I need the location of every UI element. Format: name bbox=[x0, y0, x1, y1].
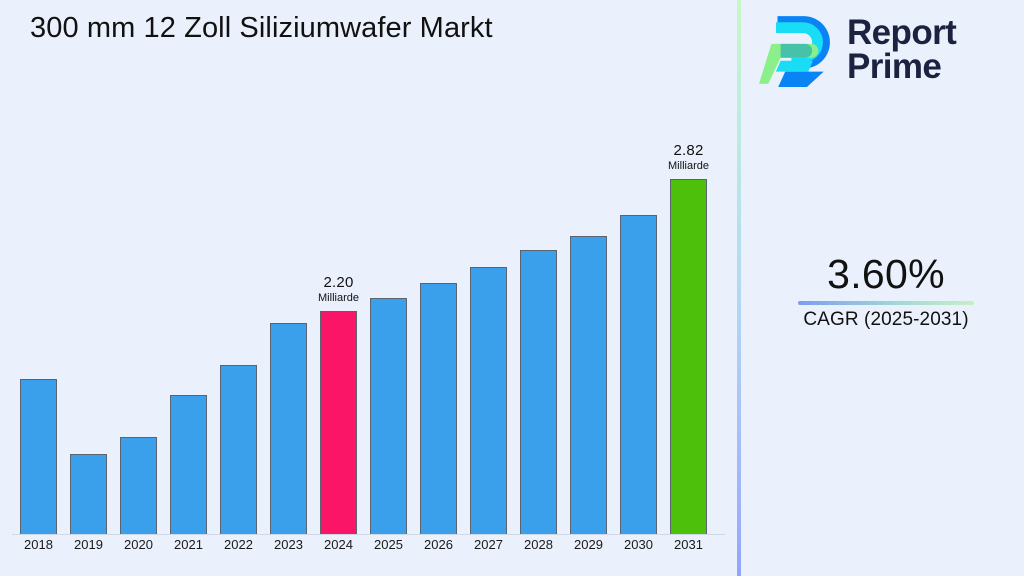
bar-2031[interactable]: 2.82 Milliarde bbox=[668, 142, 709, 534]
bar-2027[interactable] bbox=[470, 267, 507, 534]
chart-panel: 300 mm 12 Zoll Siliziumwafer Markt 2.20 M… bbox=[0, 12, 738, 565]
bar-rect-2027[interactable] bbox=[470, 267, 507, 534]
cagr-value: 3.60% bbox=[827, 251, 945, 297]
bar-rect-2031[interactable] bbox=[670, 179, 707, 534]
bar-2023[interactable] bbox=[270, 323, 307, 534]
x-tick-2020: 2020 bbox=[124, 537, 153, 552]
cagr-block: 3.60% CAGR (2025-2031) bbox=[761, 252, 1011, 331]
bar-rect-2024[interactable] bbox=[320, 311, 357, 534]
chart-plot-area: 2.20 Milliarde 2.82 Milliarde bbox=[0, 110, 738, 535]
bar-rect-2025[interactable] bbox=[370, 298, 407, 534]
bar-rect-2030[interactable] bbox=[620, 215, 657, 534]
bar-2028[interactable] bbox=[520, 250, 557, 534]
x-tick-2021: 2021 bbox=[174, 537, 203, 552]
bar-value-label-2024: 2.20 Milliarde bbox=[298, 273, 379, 305]
x-tick-2026: 2026 bbox=[424, 537, 453, 552]
bar-2022[interactable] bbox=[220, 365, 257, 534]
bar-rect-2022[interactable] bbox=[220, 365, 257, 534]
bar-rect-2019[interactable] bbox=[70, 454, 107, 534]
brand-panel: Report Prime 3.60% CAGR (2025-2031) bbox=[741, 0, 1024, 576]
bar-rect-2028[interactable] bbox=[520, 250, 557, 534]
bar-value-2031: 2.82 bbox=[673, 141, 704, 159]
x-tick-2028: 2028 bbox=[524, 537, 553, 552]
bar-2020[interactable] bbox=[120, 437, 157, 534]
x-tick-2029: 2029 bbox=[574, 537, 603, 552]
cagr-caption: CAGR (2025-2031) bbox=[803, 309, 969, 331]
logo-word-prime: Prime bbox=[847, 47, 942, 86]
x-axis-line bbox=[12, 534, 725, 535]
x-tick-2024: 2024 bbox=[324, 537, 353, 552]
report-prime-logo-icon bbox=[757, 13, 835, 89]
bar-rect-2026[interactable] bbox=[420, 283, 457, 534]
bar-2018[interactable] bbox=[20, 379, 57, 534]
bar-unit-2031: Milliarde bbox=[668, 160, 709, 173]
x-tick-2022: 2022 bbox=[224, 537, 253, 552]
bar-unit-2024: Milliarde bbox=[318, 292, 359, 305]
x-tick-2031: 2031 bbox=[674, 537, 703, 552]
page-title: 300 mm 12 Zoll Siliziumwafer Markt bbox=[30, 12, 493, 44]
bar-value-label-2031: 2.82 Milliarde bbox=[648, 141, 729, 173]
logo-wordmark: Report Prime bbox=[847, 13, 957, 86]
x-axis-tick-labels: 2018 2019 2020 2021 2022 2023 2024 2025 2026 2027… bbox=[20, 537, 720, 565]
bar-2029[interactable] bbox=[570, 236, 607, 534]
bar-rect-2018[interactable] bbox=[20, 379, 57, 534]
x-tick-2023: 2023 bbox=[274, 537, 303, 552]
logo[interactable]: Report Prime bbox=[757, 10, 1019, 90]
x-tick-2025: 2025 bbox=[374, 537, 403, 552]
bar-2024[interactable]: 2.20 Milliarde bbox=[318, 274, 359, 534]
bar-value-2024: 2.20 bbox=[323, 273, 354, 291]
x-tick-2019: 2019 bbox=[74, 537, 103, 552]
bar-rect-2023[interactable] bbox=[270, 323, 307, 534]
bar-2025[interactable] bbox=[370, 298, 407, 534]
bar-rect-2020[interactable] bbox=[120, 437, 157, 534]
cagr-divider-rule bbox=[798, 301, 974, 306]
bar-2026[interactable] bbox=[420, 283, 457, 534]
panel-divider bbox=[737, 0, 741, 576]
x-tick-2030: 2030 bbox=[624, 537, 653, 552]
x-tick-2027: 2027 bbox=[474, 537, 503, 552]
bar-rect-2029[interactable] bbox=[570, 236, 607, 534]
bar-2019[interactable] bbox=[70, 454, 107, 534]
x-tick-2018: 2018 bbox=[24, 537, 53, 552]
bar-rect-2021[interactable] bbox=[170, 395, 207, 534]
bar-2021[interactable] bbox=[170, 395, 207, 534]
bar-2030[interactable] bbox=[620, 215, 657, 534]
bar-series: 2.20 Milliarde 2.82 Milliarde bbox=[20, 110, 720, 534]
logo-word-report: Report bbox=[847, 13, 957, 53]
